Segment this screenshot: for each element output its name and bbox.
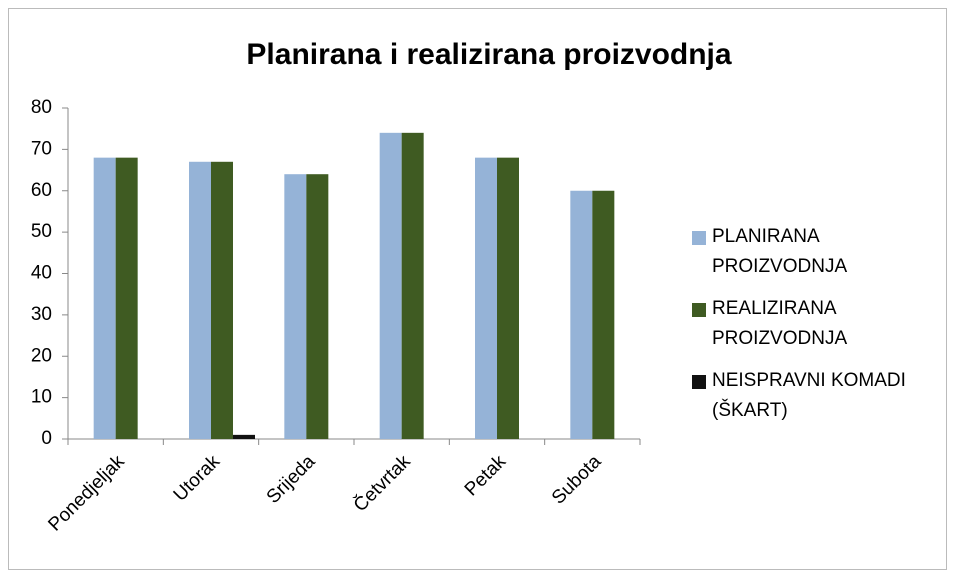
y-tick-label: 20 <box>31 345 52 366</box>
y-tick-label: 40 <box>31 263 52 284</box>
legend-item: PLANIRANA PROIZVODNJA <box>692 222 952 282</box>
bar <box>475 157 497 439</box>
x-tick-label: Četvrtak <box>349 450 415 516</box>
legend-item: REALIZIRANA PROIZVODNJA <box>692 294 952 354</box>
legend-swatch <box>692 375 706 389</box>
x-tick-label: Ponedjeljak <box>44 451 129 536</box>
bar <box>93 157 116 439</box>
x-tick-label: Utorak <box>170 451 225 506</box>
legend-swatch <box>692 303 706 317</box>
y-tick-label: 50 <box>31 221 52 242</box>
legend-label: REALIZIRANA PROIZVODNJA <box>712 298 848 349</box>
y-tick-label: 30 <box>31 304 52 325</box>
x-tick-label: Srijeda <box>263 451 320 508</box>
bar <box>115 157 138 439</box>
bar <box>233 434 255 439</box>
bar <box>306 174 329 439</box>
bar <box>570 190 593 439</box>
legend: PLANIRANA PROIZVODNJA REALIZIRANA PROIZVO… <box>692 222 952 438</box>
bar <box>284 174 307 439</box>
y-tick-label: 10 <box>31 387 52 408</box>
y-tick-label: 80 <box>31 97 52 118</box>
bar <box>497 157 519 439</box>
bar <box>189 161 211 439</box>
bar <box>592 190 615 439</box>
x-tick-label: Petak <box>461 451 511 501</box>
bar <box>401 132 424 439</box>
chart-title: Planirana i realizirana proizvodnja <box>246 38 731 71</box>
legend-swatch <box>692 231 706 245</box>
legend-label: PLANIRANA PROIZVODNJA <box>712 226 848 277</box>
legend-item: NEISPRAVNI KOMADI (ŠKART) <box>692 366 952 426</box>
y-tick-label: 0 <box>41 428 52 449</box>
y-tick-label: 60 <box>31 180 52 201</box>
legend-label: NEISPRAVNI KOMADI (ŠKART) <box>712 370 906 421</box>
x-tick-label: Subota <box>548 451 606 509</box>
bar <box>211 161 233 439</box>
bar <box>379 132 402 439</box>
y-tick-label: 70 <box>31 138 52 159</box>
chart-border <box>8 8 947 570</box>
